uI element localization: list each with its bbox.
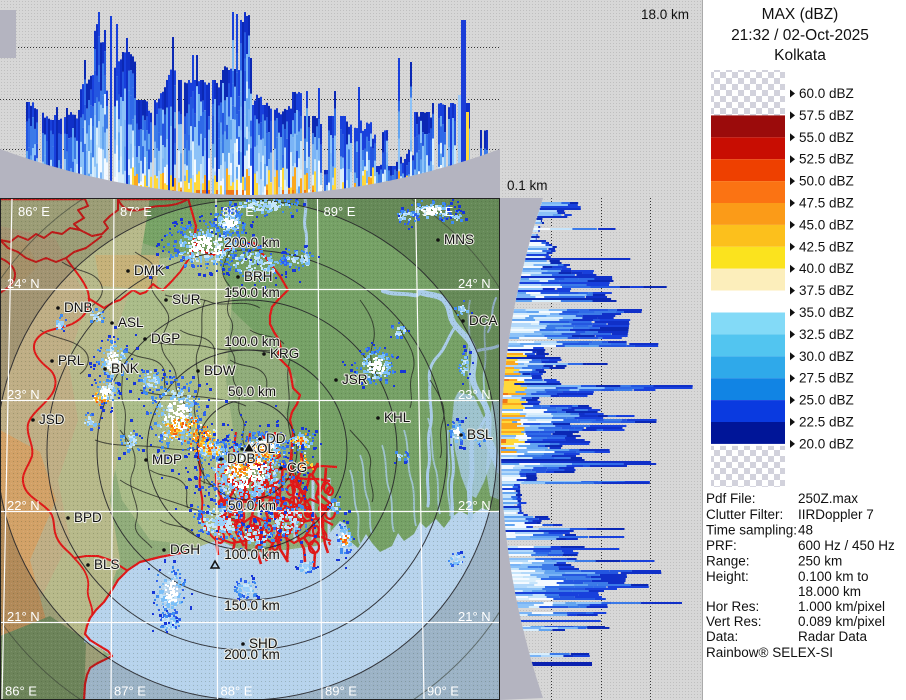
svg-text:Height:: Height:	[706, 569, 749, 584]
svg-text:86° E: 86° E	[18, 204, 50, 219]
svg-text:Time sampling:: Time sampling:	[706, 523, 797, 538]
svg-text:0.100 km to: 0.100 km to	[798, 569, 869, 584]
svg-text:Range:: Range:	[706, 554, 750, 569]
svg-text:MAX (dBZ): MAX (dBZ)	[762, 6, 839, 23]
svg-text:Vert Res:: Vert Res:	[706, 614, 762, 629]
svg-text:ASL: ASL	[118, 315, 144, 330]
svg-text:MNS: MNS	[444, 232, 474, 247]
svg-text:50.0 km: 50.0 km	[228, 498, 276, 513]
svg-text:30.0 dBZ: 30.0 dBZ	[799, 349, 854, 364]
svg-text:60.0 dBZ: 60.0 dBZ	[799, 86, 854, 101]
svg-text:40.0 dBZ: 40.0 dBZ	[799, 261, 854, 276]
svg-text:200.0 km: 200.0 km	[224, 235, 280, 250]
svg-text:BLS: BLS	[94, 557, 120, 572]
svg-text:52.5 dBZ: 52.5 dBZ	[799, 152, 854, 167]
svg-text:DGP: DGP	[151, 331, 180, 346]
svg-text:22° N: 22° N	[458, 498, 491, 513]
svg-text:18.0 km: 18.0 km	[641, 7, 689, 22]
svg-text:21° N: 21° N	[458, 609, 491, 624]
svg-text:87° E: 87° E	[114, 684, 146, 699]
svg-text:25.0 dBZ: 25.0 dBZ	[799, 393, 854, 408]
svg-text:87° E: 87° E	[120, 204, 152, 219]
svg-text:Radar Data: Radar Data	[798, 629, 868, 644]
svg-text:0.1 km: 0.1 km	[507, 178, 548, 193]
svg-text:27.5 dBZ: 27.5 dBZ	[799, 371, 854, 386]
svg-text:24° N: 24° N	[458, 276, 491, 291]
svg-text:IIRDoppler 7: IIRDoppler 7	[798, 507, 874, 522]
svg-text:21:32 / 02-Oct-2025: 21:32 / 02-Oct-2025	[731, 27, 869, 44]
svg-text:1.000 km/pixel: 1.000 km/pixel	[798, 599, 885, 614]
svg-text:KHL: KHL	[384, 410, 411, 425]
svg-text:SHD: SHD	[249, 636, 278, 651]
svg-text:PRL: PRL	[58, 353, 85, 368]
svg-text:BNK: BNK	[111, 361, 139, 376]
svg-text:47.5 dBZ: 47.5 dBZ	[799, 196, 854, 211]
svg-text:42.5 dBZ: 42.5 dBZ	[799, 239, 854, 254]
svg-text:Data:: Data:	[706, 629, 738, 644]
svg-text:DMK: DMK	[134, 263, 164, 278]
svg-text:BSL: BSL	[467, 427, 493, 442]
svg-text:SUR: SUR	[172, 292, 201, 307]
svg-text:JSR: JSR	[342, 372, 368, 387]
svg-text:18.000 km: 18.000 km	[798, 584, 861, 599]
svg-text:100.0 km: 100.0 km	[224, 547, 280, 562]
svg-text:DGH: DGH	[170, 542, 200, 557]
svg-text:DD: DD	[266, 431, 286, 446]
svg-text:CG: CG	[287, 460, 307, 475]
svg-text:150.0 km: 150.0 km	[224, 285, 280, 300]
svg-text:35.0 dBZ: 35.0 dBZ	[799, 305, 854, 320]
svg-text:90° E: 90° E	[422, 204, 454, 219]
svg-text:23° N: 23° N	[7, 387, 40, 402]
svg-text:Rainbow® SELEX-SI: Rainbow® SELEX-SI	[706, 645, 833, 660]
svg-text:250 km: 250 km	[798, 554, 842, 569]
svg-text:PRF:: PRF:	[706, 538, 737, 553]
svg-text:MDP: MDP	[152, 452, 182, 467]
svg-text:45.0 dBZ: 45.0 dBZ	[799, 217, 854, 232]
svg-text:DNB: DNB	[64, 300, 93, 315]
svg-text:89° E: 89° E	[325, 684, 357, 699]
svg-text:BRH: BRH	[244, 269, 273, 284]
svg-text:150.0 km: 150.0 km	[224, 598, 280, 613]
svg-text:48: 48	[798, 523, 813, 538]
svg-text:200.0 km: 200.0 km	[224, 647, 280, 662]
svg-text:Pdf File:: Pdf File:	[706, 491, 756, 506]
svg-text:50.0 dBZ: 50.0 dBZ	[799, 174, 854, 189]
svg-text:90° E: 90° E	[427, 684, 459, 699]
svg-text:Hor Res:: Hor Res:	[706, 599, 759, 614]
svg-text:100.0 km: 100.0 km	[224, 334, 280, 349]
svg-text:BDW: BDW	[204, 363, 236, 378]
svg-text:37.5 dBZ: 37.5 dBZ	[799, 283, 854, 298]
svg-text:600 Hz / 450 Hz: 600 Hz / 450 Hz	[798, 538, 895, 553]
svg-text:DDB: DDB	[227, 451, 256, 466]
svg-text:55.0 dBZ: 55.0 dBZ	[799, 130, 854, 145]
svg-text:DCA: DCA	[469, 313, 498, 328]
svg-text:57.5 dBZ: 57.5 dBZ	[799, 108, 854, 123]
svg-text:0.089 km/pixel: 0.089 km/pixel	[798, 614, 885, 629]
svg-text:20.0 dBZ: 20.0 dBZ	[799, 436, 854, 451]
svg-text:Kolkata: Kolkata	[774, 47, 826, 64]
svg-text:24° N: 24° N	[7, 276, 40, 291]
svg-text:250Z.max: 250Z.max	[798, 491, 858, 506]
svg-text:32.5 dBZ: 32.5 dBZ	[799, 327, 854, 342]
svg-text:88° E: 88° E	[221, 684, 253, 699]
svg-text:50.0 km: 50.0 km	[228, 384, 276, 399]
svg-text:21° N: 21° N	[7, 609, 40, 624]
svg-text:89° E: 89° E	[324, 204, 356, 219]
svg-text:22° N: 22° N	[7, 498, 40, 513]
svg-text:Clutter Filter:: Clutter Filter:	[706, 507, 783, 522]
svg-text:BPD: BPD	[74, 510, 102, 525]
svg-text:JSD: JSD	[39, 412, 65, 427]
svg-text:86° E: 86° E	[5, 684, 37, 699]
svg-text:88° E: 88° E	[222, 204, 254, 219]
svg-text:23° N: 23° N	[458, 387, 491, 402]
svg-text:22.5 dBZ: 22.5 dBZ	[799, 415, 854, 430]
svg-text:KRG: KRG	[270, 346, 299, 361]
